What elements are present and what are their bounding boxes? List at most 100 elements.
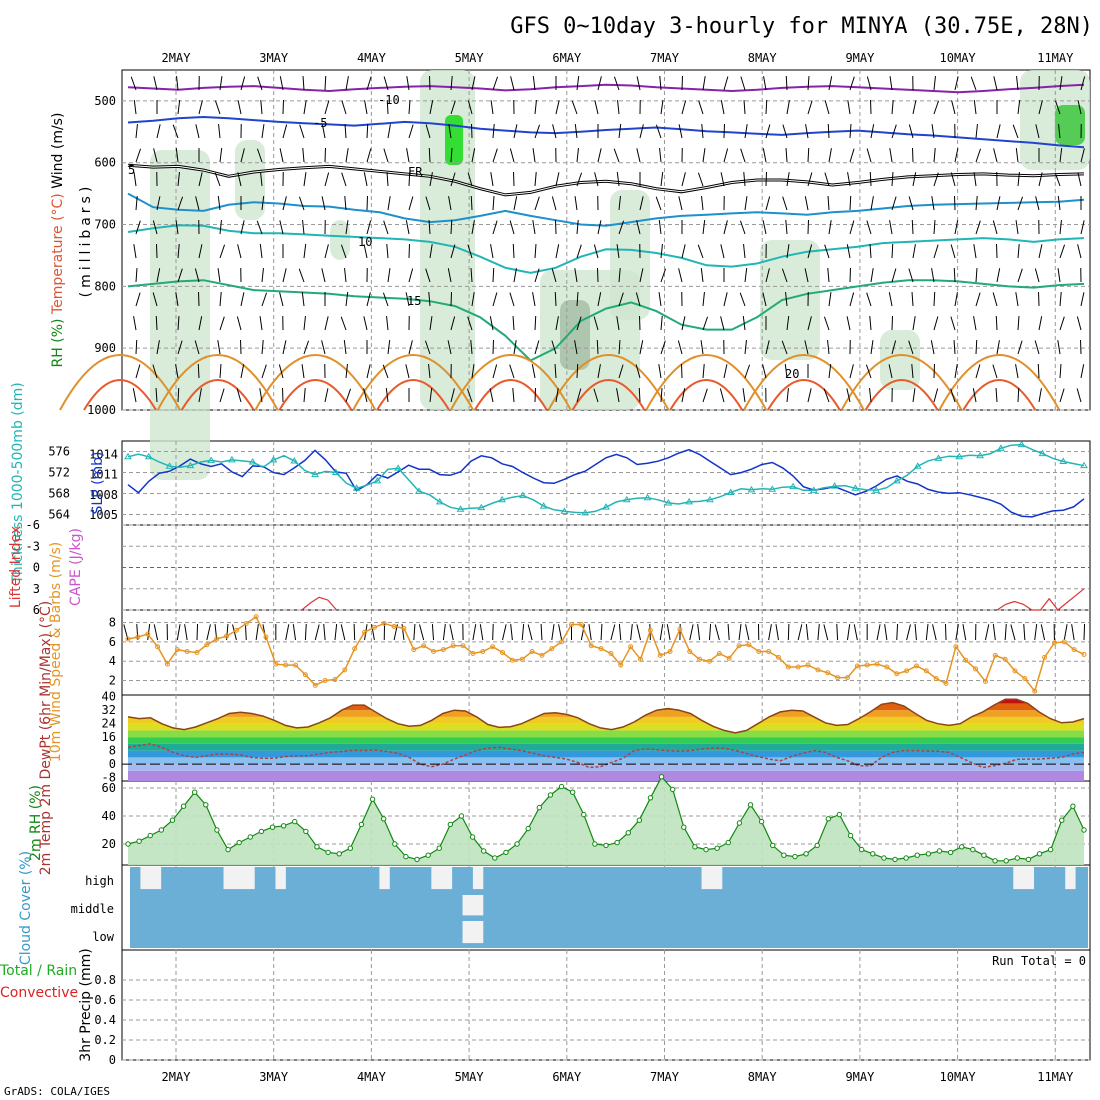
- wind-barb: [597, 148, 602, 163]
- contour-label: 5: [128, 163, 135, 177]
- panel-frame-slp: [121, 440, 1091, 526]
- wind-barb: [784, 364, 788, 379]
- wind-barb: [425, 124, 431, 139]
- wind10-barb: [944, 623, 947, 641]
- wind-barb: [660, 387, 663, 403]
- wind-barb: [219, 388, 225, 403]
- wind10-line: [127, 615, 1085, 693]
- wind-barb: [931, 196, 935, 211]
- wind-barb: [912, 100, 917, 115]
- wind-barb: [492, 267, 495, 283]
- wind-barb: [849, 195, 852, 211]
- wind-barb: [1059, 148, 1063, 163]
- rh2m-point: [436, 845, 442, 851]
- wind10-barb: [510, 624, 513, 641]
- rh2m-point: [492, 855, 498, 861]
- wind10-point: [135, 634, 141, 640]
- temperature-contour-warm: [473, 379, 548, 411]
- wind-barb: [933, 244, 939, 259]
- wind10-barb: [521, 624, 525, 641]
- wind-barb: [739, 292, 746, 307]
- wind-barb: [135, 364, 141, 379]
- wind-barb: [950, 172, 956, 187]
- wind-barb: [1076, 316, 1082, 331]
- thickness-point: [851, 484, 860, 491]
- temperature-contour-warm: [938, 354, 1061, 411]
- temperature-contour-warm: [449, 354, 572, 411]
- wind-barb: [534, 268, 540, 283]
- temperature-contour-warm: [278, 379, 353, 411]
- y-tick-lifted: 6: [33, 603, 40, 617]
- wind-barb: [471, 148, 476, 163]
- wind-barb: [219, 244, 226, 259]
- y-tick-wind: 6: [109, 635, 116, 649]
- temperature-contour-warm: [59, 354, 181, 411]
- rh2m-point: [825, 816, 832, 822]
- wind10-point: [431, 649, 437, 655]
- wind10-point: [371, 624, 377, 630]
- day-label-bottom: 11MAY: [1037, 1070, 1074, 1084]
- rh2m-point: [836, 811, 843, 818]
- rh2m-point: [870, 851, 876, 857]
- wind-barb: [279, 220, 284, 235]
- wind-barb: [177, 196, 184, 211]
- wind-barb: [1080, 220, 1085, 235]
- wind-barb: [448, 196, 452, 211]
- wind10-barb: [558, 624, 563, 641]
- wind-barb: [1059, 244, 1066, 259]
- temp-band: [128, 737, 1084, 744]
- contour-label: 15: [407, 294, 421, 308]
- wind-barb: [534, 315, 537, 331]
- wind-barb: [198, 388, 202, 403]
- wind-barb: [1077, 172, 1082, 187]
- temperature-contour: [127, 115, 1085, 149]
- wind-barb: [888, 292, 893, 307]
- thickness-point: [1017, 440, 1026, 448]
- thickness-point: [456, 505, 465, 512]
- thickness-point: [331, 468, 340, 475]
- wind-barb: [405, 292, 410, 307]
- temperature-contour-warm: [571, 379, 646, 411]
- rh2m-point: [414, 856, 420, 863]
- wind-barb: [363, 316, 368, 331]
- wind-barb: [132, 388, 137, 403]
- wind-barb: [889, 148, 893, 163]
- temp-band: [128, 757, 1084, 765]
- rh2m-point: [581, 811, 587, 818]
- wind-barb: [470, 195, 473, 211]
- wind10-point: [411, 647, 417, 653]
- wind-barb: [341, 100, 347, 115]
- series-line: [127, 448, 1085, 518]
- wind-barb: [891, 243, 894, 259]
- wind-barb: [303, 340, 310, 355]
- wind-barb: [447, 268, 452, 283]
- wind-barb: [992, 220, 998, 235]
- wind-barb: [995, 387, 998, 403]
- rh2m-point: [692, 844, 698, 850]
- wind-barb: [636, 148, 641, 163]
- rh2m-point: [592, 841, 598, 847]
- wind-barb: [217, 268, 221, 283]
- rh2m-point: [858, 846, 865, 853]
- wind-barb: [386, 244, 389, 259]
- wind-barb: [996, 124, 1001, 139]
- wind10-barb: [932, 624, 937, 641]
- wind10-point: [628, 644, 634, 650]
- wind-barb: [303, 244, 307, 259]
- wind-barb: [509, 364, 515, 379]
- wind-barb: [781, 340, 788, 355]
- day-label-top: 4MAY: [357, 51, 387, 65]
- rh2m-point: [347, 845, 354, 851]
- wind-barb: [975, 220, 981, 235]
- day-label-top: 9MAY: [845, 51, 875, 65]
- rh2m-point: [392, 841, 398, 847]
- wind-barb: [259, 388, 263, 403]
- thickness-point: [706, 495, 714, 503]
- wind-barb: [908, 268, 914, 283]
- wind-barb: [1080, 292, 1085, 307]
- wind-barb: [740, 76, 746, 91]
- y-tick-pressure: 600: [94, 156, 116, 170]
- wind-barb: [153, 76, 158, 91]
- wind-barb: [366, 148, 372, 163]
- y-tick-slp: 1008: [89, 488, 118, 502]
